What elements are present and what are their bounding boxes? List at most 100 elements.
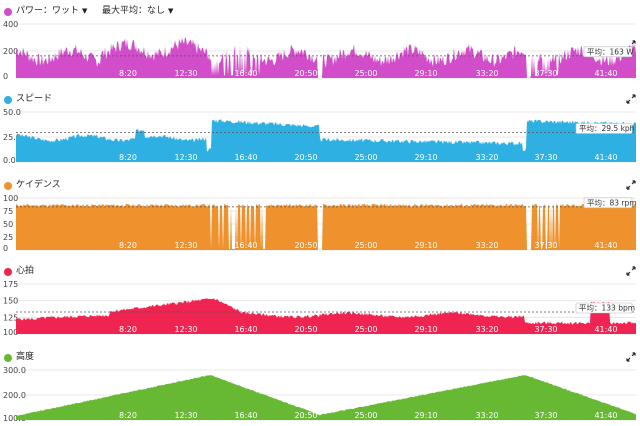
x-tick-label: 8:20 xyxy=(119,241,137,250)
x-tick-label: 37:30 xyxy=(534,241,557,250)
expand-icon[interactable] xyxy=(626,94,636,104)
y-tick-label: 25.0 xyxy=(3,133,21,142)
speed-title: スピード xyxy=(16,94,53,104)
cadence-title: ケイデンス xyxy=(16,180,61,190)
x-tick-label: 41:40 xyxy=(594,241,617,250)
x-tick-label: 20:50 xyxy=(294,153,317,162)
x-tick-label: 25:00 xyxy=(354,69,377,78)
y-tick-label: 0 xyxy=(3,244,8,252)
cadence-panel: ケイデンス 100 75 50 25 0 平均：83 rpm 8:20 12:30 16:40 2… xyxy=(0,178,640,252)
heart-rate-title: 心拍 xyxy=(16,266,35,276)
x-tick-label: 12:30 xyxy=(174,153,197,162)
power-header: パワー：ワット ▼ 最大平均：なし ▼ xyxy=(0,4,640,50)
x-tick-label: 37:30 xyxy=(534,325,557,334)
svg-text:平均：133 bpm: 平均：133 bpm xyxy=(579,303,635,313)
x-tick-label: 12:30 xyxy=(174,411,197,420)
x-tick-label: 33:20 xyxy=(475,241,498,250)
x-tick-label: 20:50 xyxy=(294,69,317,78)
x-tick-label: 25:00 xyxy=(354,411,377,420)
y-tick-label: 0 xyxy=(3,72,8,80)
x-tick-label: 20:50 xyxy=(294,325,317,334)
average-label: 平均：163 W xyxy=(583,46,634,58)
speed-panel: スピード 50.0 25.0 0.0 平均：29.5 kph 8:20 12:30 16:4… xyxy=(0,92,640,164)
y-tick-label: 200 xyxy=(3,47,18,56)
y-tick-label: 25 xyxy=(3,233,13,242)
expand-icon[interactable] xyxy=(626,266,636,276)
elevation-chart[interactable]: 300.0 200.0 100.0 8:20 12:30 16:40 20:50 25:00 2… xyxy=(0,366,640,422)
speed-header: スピード xyxy=(0,92,640,108)
x-tick-label: 33:20 xyxy=(475,153,498,162)
x-tick-label: 29:10 xyxy=(414,325,437,334)
x-tick-label: 16:40 xyxy=(234,153,257,162)
y-tick-label: 75 xyxy=(3,207,13,216)
y-tick-label: 50.0 xyxy=(3,108,21,117)
x-tick-label: 25:00 xyxy=(354,241,377,250)
power-metric-dropdown[interactable]: パワー：ワット ▼ xyxy=(16,5,87,17)
elevation-title: 高度 xyxy=(16,352,35,362)
x-tick-label: 16:40 xyxy=(234,325,257,334)
max-average-dropdown[interactable]: 最大平均：なし ▼ xyxy=(102,5,173,17)
x-tick-label: 8:20 xyxy=(119,153,137,162)
x-tick-label: 29:10 xyxy=(414,153,437,162)
average-label: 平均：29.5 kph xyxy=(575,123,635,134)
speed-area xyxy=(16,118,636,162)
power-color-dot xyxy=(4,8,12,16)
power-panel: パワー：ワット ▼ 最大平均：なし ▼ 400 200 0 平均：163 W 8:20 12:… xyxy=(0,4,640,80)
average-label: 平均：133 bpm xyxy=(575,303,635,314)
y-tick-label: 100 xyxy=(3,328,18,336)
x-tick-label: 8:20 xyxy=(119,325,137,334)
y-tick-label: 125 xyxy=(3,313,18,322)
heart-rate-color-dot xyxy=(4,268,12,276)
svg-text:平均：29.5 kph: 平均：29.5 kph xyxy=(579,123,635,133)
heart-rate-chart[interactable]: 175 150 125 100 平均：133 bpm 8:20 12:30 16:40 20:5… xyxy=(0,280,640,336)
x-tick-label: 41:40 xyxy=(594,411,617,420)
x-tick-label: 20:50 xyxy=(294,241,317,250)
cadence-color-dot xyxy=(4,182,12,190)
x-tick-label: 37:30 xyxy=(534,411,557,420)
x-tick-label: 41:40 xyxy=(594,325,617,334)
x-tick-label: 41:40 xyxy=(594,153,617,162)
x-tick-label: 33:20 xyxy=(475,69,498,78)
x-tick-label: 33:20 xyxy=(475,411,498,420)
elevation-area xyxy=(16,375,636,420)
x-tick-label: 12:30 xyxy=(174,241,197,250)
heart-rate-header: 心拍 xyxy=(0,264,640,280)
power-chart[interactable]: 400 200 0 平均：163 W 8:20 12:30 16:40 20:50 25:00 2… xyxy=(0,20,640,80)
y-tick-label: 100.0 xyxy=(3,414,26,422)
speed-color-dot xyxy=(4,96,12,104)
x-tick-label: 12:30 xyxy=(174,69,197,78)
chevron-down-icon: ▼ xyxy=(168,7,174,15)
y-tick-label: 175 xyxy=(3,280,18,289)
x-tick-label: 37:30 xyxy=(534,69,557,78)
y-tick-label: 100 xyxy=(3,194,18,203)
chevron-down-icon: ▼ xyxy=(82,7,88,15)
x-tick-label: 20:50 xyxy=(294,411,317,420)
x-tick-label: 16:40 xyxy=(234,411,257,420)
x-tick-label: 37:30 xyxy=(534,153,557,162)
cadence-header: ケイデンス xyxy=(0,178,640,194)
max-average-label: 最大平均：なし xyxy=(102,6,166,16)
elevation-color-dot xyxy=(4,354,12,362)
elevation-header: 高度 xyxy=(0,350,640,366)
y-tick-label: 150 xyxy=(3,297,18,306)
expand-icon[interactable] xyxy=(626,352,636,362)
cadence-chart[interactable]: 100 75 50 25 0 平均：83 rpm 8:20 12:30 16:40 20:50 25… xyxy=(0,194,640,252)
heart-rate-panel: 心拍 175 150 125 100 平均：133 bpm 8:20 12:30 16:40 2… xyxy=(0,264,640,336)
cadence-area xyxy=(16,203,636,250)
x-tick-label: 33:20 xyxy=(475,325,498,334)
x-tick-label: 8:20 xyxy=(119,69,137,78)
x-tick-label: 25:00 xyxy=(354,325,377,334)
y-tick-label: 300.0 xyxy=(3,366,26,375)
y-tick-label: 50 xyxy=(3,220,13,229)
average-label: 平均：83 rpm xyxy=(583,197,637,209)
x-tick-label: 16:40 xyxy=(234,69,257,78)
expand-icon[interactable] xyxy=(626,180,636,190)
y-tick-label: 0.0 xyxy=(3,156,16,164)
y-tick-label: 400 xyxy=(3,20,18,29)
x-tick-label: 12:30 xyxy=(174,325,197,334)
x-tick-label: 41:40 xyxy=(594,69,617,78)
x-tick-label: 16:40 xyxy=(234,241,257,250)
speed-chart[interactable]: 50.0 25.0 0.0 平均：29.5 kph 8:20 12:30 16:40 20:5… xyxy=(0,108,640,164)
x-tick-label: 25:00 xyxy=(354,153,377,162)
x-tick-label: 29:10 xyxy=(414,69,437,78)
